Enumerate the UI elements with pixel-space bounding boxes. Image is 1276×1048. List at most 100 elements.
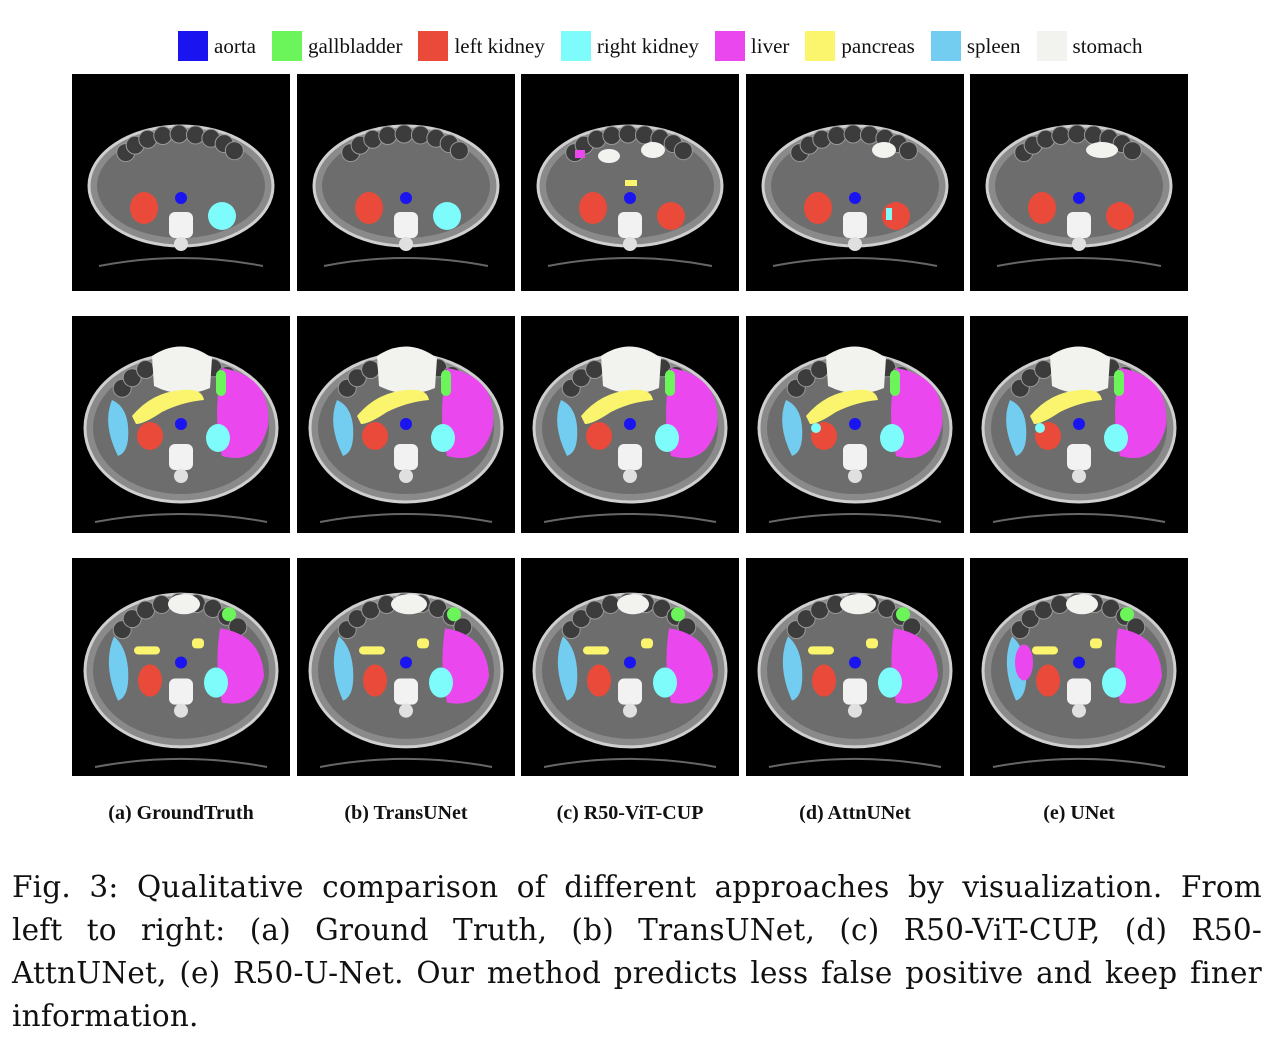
legend-item-aorta: aorta	[178, 31, 256, 61]
stomach	[872, 142, 896, 158]
legend-swatch	[178, 31, 208, 61]
bowel	[1067, 124, 1087, 144]
aorta	[849, 192, 861, 204]
vertebra	[618, 678, 642, 705]
bowel	[361, 359, 381, 379]
pancreas	[581, 389, 653, 424]
ct-slice-image	[536, 124, 724, 267]
bowel	[859, 125, 879, 145]
legend-label: right kidney	[596, 33, 699, 58]
bowel	[136, 359, 156, 379]
right-kidney	[208, 202, 236, 230]
stomach	[377, 346, 437, 394]
ct-slice-image	[981, 592, 1177, 768]
spinal-process	[848, 469, 862, 483]
bowel	[185, 125, 205, 145]
liver	[666, 368, 718, 458]
aorta	[624, 192, 636, 204]
left-kidney	[812, 664, 836, 697]
bowel	[796, 609, 816, 629]
stomach-part	[598, 149, 620, 163]
ct-slice-panel	[746, 558, 964, 776]
stomach	[152, 346, 212, 394]
bowel	[122, 609, 142, 629]
bowel	[410, 125, 430, 145]
pancreas-right	[192, 638, 204, 649]
legend-label: pancreas	[841, 33, 915, 58]
ct-slice-image	[757, 346, 953, 523]
spinal-process	[623, 703, 637, 718]
vertebra	[618, 212, 642, 238]
left-kidney	[138, 664, 162, 697]
liver	[217, 368, 269, 458]
stomach	[168, 594, 200, 615]
bowel	[585, 600, 605, 620]
vertebra	[843, 678, 867, 705]
bowel	[898, 141, 918, 161]
table-line	[98, 257, 264, 267]
vertebra	[618, 444, 642, 470]
figure-caption: Fig. 3: Qualitative comparison of differ…	[12, 866, 1262, 1038]
right-kidney-part	[886, 208, 892, 220]
bowel	[449, 141, 469, 161]
spleen	[782, 636, 803, 701]
spleen	[333, 400, 354, 456]
bowel	[827, 126, 847, 146]
ct-slice-panel	[746, 74, 964, 291]
stomach	[641, 142, 665, 158]
bowel	[1051, 126, 1071, 146]
spinal-process	[399, 703, 413, 718]
table-line	[543, 757, 717, 768]
ct-slice-image	[308, 346, 504, 523]
pancreas-right	[641, 638, 653, 649]
right-kidney	[1104, 424, 1128, 452]
left-kidney	[579, 192, 607, 224]
bowel	[1083, 125, 1103, 145]
legend-swatch	[930, 31, 961, 61]
bowel	[1034, 359, 1054, 379]
bowel	[618, 124, 638, 144]
pancreas-right	[866, 638, 878, 649]
spinal-process	[174, 237, 188, 251]
left-kidney	[804, 192, 832, 224]
gallbladder	[441, 370, 451, 396]
liver	[1115, 368, 1167, 458]
bowel	[347, 609, 367, 629]
bowel	[1050, 594, 1070, 614]
stomach	[1050, 346, 1110, 394]
liver	[891, 368, 943, 458]
vertebra	[169, 678, 193, 705]
legend-swatch	[805, 31, 836, 61]
aorta	[400, 418, 412, 430]
table-line	[323, 257, 489, 267]
table-line	[996, 257, 1162, 267]
table-line	[94, 757, 268, 768]
spinal-process	[399, 237, 413, 251]
aorta	[849, 656, 861, 669]
bowel	[585, 359, 605, 379]
pancreas	[625, 180, 637, 186]
liver	[666, 628, 713, 704]
pancreas	[806, 389, 878, 424]
pancreas	[1030, 389, 1102, 424]
right-kidney-fp	[811, 423, 821, 433]
legend-swatch	[1036, 31, 1067, 61]
ct-slice-image	[308, 592, 504, 768]
legend-swatch	[418, 31, 449, 61]
right-kidney	[1106, 202, 1134, 230]
caption-line: left to right: (a) Ground Truth, (b) Tra…	[12, 913, 1262, 947]
left-kidney	[363, 664, 387, 697]
caption-line: Fig. 3: Qualitative comparison of differ…	[12, 870, 1262, 904]
spleen	[108, 400, 129, 456]
spinal-process	[848, 237, 862, 251]
right-kidney	[878, 667, 902, 698]
aorta	[624, 656, 636, 669]
legend-swatch	[271, 31, 302, 61]
vertebra	[843, 444, 867, 470]
stomach	[826, 346, 886, 394]
aorta	[1073, 192, 1085, 204]
gallbladder	[222, 607, 236, 622]
legend-item-pancreas: pancreas	[805, 31, 915, 61]
legend: aorta gallbladder left kidney right kidn…	[178, 30, 1159, 62]
legend-swatch	[714, 31, 745, 61]
